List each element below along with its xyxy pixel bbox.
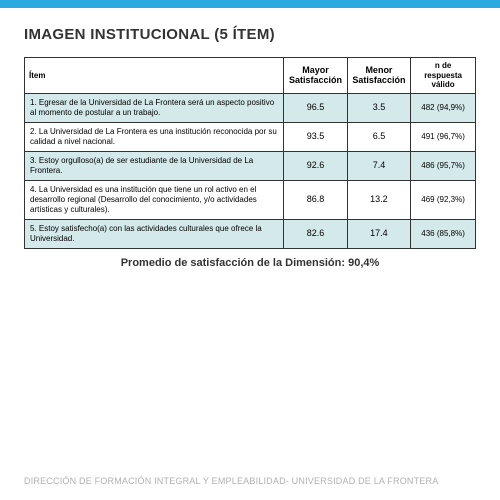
cell-valido: 486 (95,7%) [411,151,476,180]
cell-mayor: 82.6 [284,219,347,248]
top-accent-bar [0,0,500,8]
table-row: 3. Estoy orgulloso(a) de ser estudiante … [25,151,476,180]
header-valido: n de respuesta válido [411,58,476,94]
cell-item: 3. Estoy orgulloso(a) de ser estudiante … [25,151,284,180]
content-area: IMAGEN INSTITUCIONAL (5 ÍTEM) Ítem Mayor… [0,8,500,269]
data-table: Ítem Mayor Satisfacción Menor Satisfacci… [24,57,476,249]
table-row: 2. La Universidad de La Frontera es una … [25,122,476,151]
cell-menor: 3.5 [347,93,410,122]
cell-valido: 436 (85,8%) [411,219,476,248]
cell-mayor: 96.5 [284,93,347,122]
cell-menor: 6.5 [347,122,410,151]
header-item: Ítem [25,58,284,94]
header-menor: Menor Satisfacción [347,58,410,94]
cell-item: 2. La Universidad de La Frontera es una … [25,122,284,151]
cell-mayor: 86.8 [284,180,347,219]
table-row: 4. La Universidad es una institución que… [25,180,476,219]
page-title: IMAGEN INSTITUCIONAL (5 ÍTEM) [24,26,476,43]
cell-valido: 482 (94,9%) [411,93,476,122]
cell-menor: 7.4 [347,151,410,180]
cell-item: 4. La Universidad es una institución que… [25,180,284,219]
cell-menor: 17.4 [347,219,410,248]
header-mayor: Mayor Satisfacción [284,58,347,94]
cell-mayor: 93.5 [284,122,347,151]
cell-item: 5. Estoy satisfecho(a) con las actividad… [25,219,284,248]
cell-item: 1. Egresar de la Universidad de La Front… [25,93,284,122]
cell-menor: 13.2 [347,180,410,219]
footer-text: DIRECCIÓN DE FORMACIÓN INTEGRAL Y EMPLEA… [24,476,438,486]
cell-valido: 469 (92,3%) [411,180,476,219]
table-header-row: Ítem Mayor Satisfacción Menor Satisfacci… [25,58,476,94]
cell-valido: 491 (96,7%) [411,122,476,151]
table-row: 5. Estoy satisfecho(a) con las actividad… [25,219,476,248]
summary-text: Promedio de satisfacción de la Dimensión… [24,257,476,269]
cell-mayor: 92.6 [284,151,347,180]
table-row: 1. Egresar de la Universidad de La Front… [25,93,476,122]
